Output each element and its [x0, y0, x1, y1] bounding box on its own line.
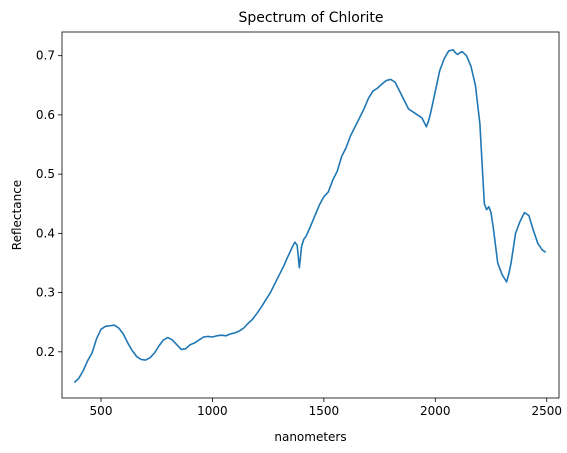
y-tick-label: 0.3 [36, 286, 55, 300]
x-tick-label: 500 [90, 404, 113, 418]
y-tick-label: 0.2 [36, 345, 55, 359]
axes-frame [61, 31, 560, 399]
x-tick-label: 1000 [197, 404, 228, 418]
x-tick-label: 2000 [420, 404, 451, 418]
y-tick-label: 0.4 [36, 226, 55, 240]
x-axis-label: nanometers [274, 430, 346, 444]
y-axis-label: Reflectance [10, 180, 24, 250]
plot-area [73, 48, 547, 384]
y-tick-label: 0.5 [36, 167, 55, 181]
x-tick-label: 2500 [531, 404, 562, 418]
series-line-0 [73, 48, 547, 384]
y-tick-label: 0.6 [36, 108, 55, 122]
x-tick-label: 1500 [309, 404, 340, 418]
y-tick-label: 0.7 [36, 49, 55, 63]
y-axis: 0.2 0.3 0.4 0.5 0.6 0.7 [36, 49, 62, 359]
x-axis: 500 1000 1500 2000 2500 [90, 398, 562, 418]
chart-title: Spectrum of Chlorite [238, 10, 383, 26]
